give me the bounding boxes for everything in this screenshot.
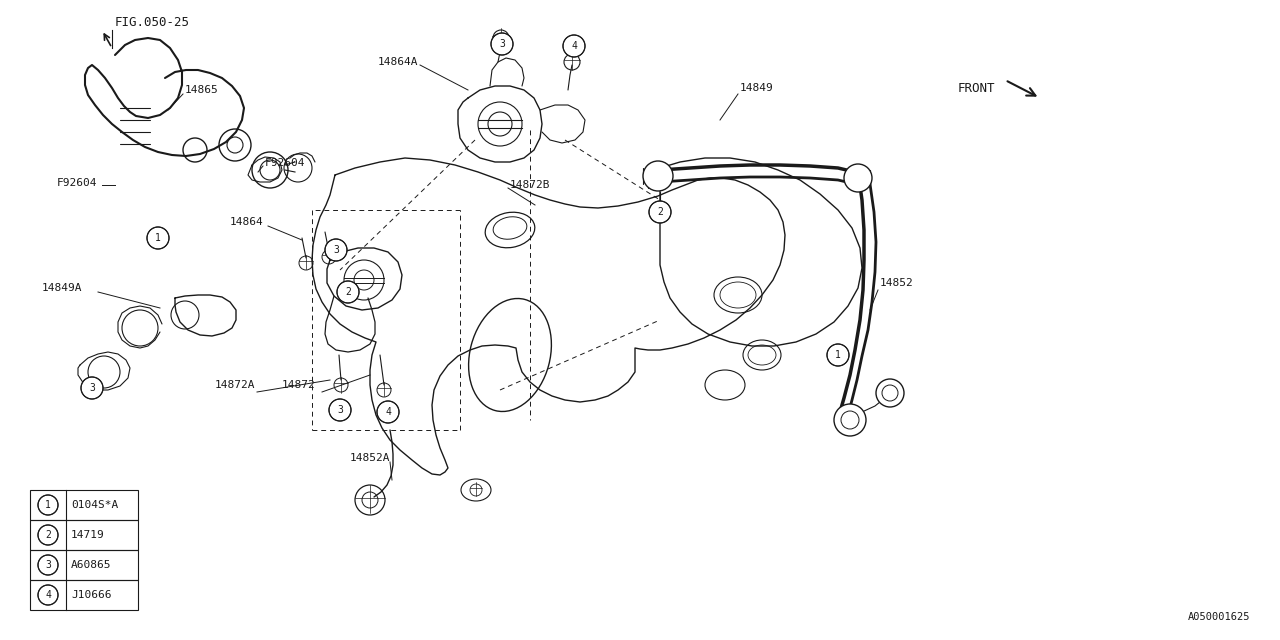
Text: 2: 2 — [657, 207, 663, 217]
Text: FRONT: FRONT — [957, 81, 996, 95]
Text: 14719: 14719 — [70, 530, 105, 540]
Text: 14872A: 14872A — [215, 380, 256, 390]
Circle shape — [147, 227, 169, 249]
Bar — [29, 550, 138, 580]
Text: 14864A: 14864A — [378, 57, 419, 67]
Text: F92604: F92604 — [265, 158, 306, 168]
Text: 1: 1 — [155, 233, 161, 243]
Circle shape — [643, 161, 673, 191]
Text: 14849: 14849 — [740, 83, 773, 93]
Text: 4: 4 — [45, 590, 51, 600]
Text: 14852A: 14852A — [349, 453, 390, 463]
Bar — [29, 490, 138, 520]
Circle shape — [844, 164, 872, 192]
Circle shape — [378, 401, 399, 423]
Circle shape — [827, 344, 849, 366]
Text: 14872B: 14872B — [509, 180, 550, 190]
Text: 4: 4 — [571, 41, 577, 51]
Circle shape — [38, 585, 58, 605]
Text: 1: 1 — [45, 500, 51, 510]
Circle shape — [876, 379, 904, 407]
Circle shape — [337, 281, 358, 303]
Text: 14865: 14865 — [186, 85, 219, 95]
Circle shape — [38, 495, 58, 515]
Text: 0104S*A: 0104S*A — [70, 500, 118, 510]
Text: 14864: 14864 — [230, 217, 264, 227]
Text: 3: 3 — [499, 39, 504, 49]
Bar — [29, 580, 138, 610]
Text: 4: 4 — [385, 407, 390, 417]
Circle shape — [81, 377, 102, 399]
Text: 14849A: 14849A — [42, 283, 82, 293]
Text: A60865: A60865 — [70, 560, 111, 570]
Text: F92604: F92604 — [58, 178, 97, 188]
Circle shape — [329, 399, 351, 421]
Text: A050001625: A050001625 — [1188, 612, 1251, 622]
Circle shape — [563, 35, 585, 57]
Circle shape — [325, 239, 347, 261]
Text: 3: 3 — [337, 405, 343, 415]
Text: 3: 3 — [90, 383, 95, 393]
Text: 14852: 14852 — [881, 278, 914, 288]
Text: 3: 3 — [45, 560, 51, 570]
Circle shape — [38, 525, 58, 545]
Bar — [29, 520, 138, 550]
Text: 2: 2 — [45, 530, 51, 540]
Circle shape — [38, 555, 58, 575]
Circle shape — [492, 33, 513, 55]
Circle shape — [649, 201, 671, 223]
Text: FIG.050-25: FIG.050-25 — [115, 15, 189, 29]
Text: J10666: J10666 — [70, 590, 111, 600]
Text: 1: 1 — [835, 350, 841, 360]
Text: 3: 3 — [333, 245, 339, 255]
Circle shape — [835, 404, 867, 436]
Text: 14872: 14872 — [282, 380, 316, 390]
Text: 2: 2 — [346, 287, 351, 297]
